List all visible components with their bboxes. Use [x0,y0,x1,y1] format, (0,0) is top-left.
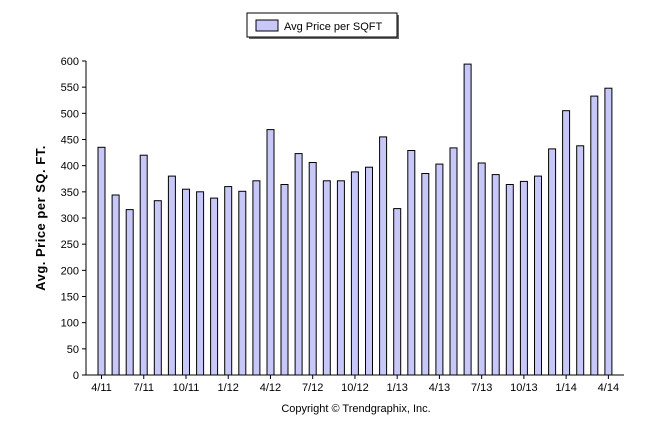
x-tick-label: 1/13 [386,382,407,394]
bar-9 [224,186,233,376]
bars [97,63,613,376]
bar-23 [421,173,430,376]
x-tick-label: 7/13 [471,382,492,394]
x-tick-label: 4/14 [598,382,619,394]
y-tick-label: 400 [61,161,79,173]
bar-4 [153,200,162,376]
bar-0 [97,146,106,376]
y-tick-label: 600 [61,56,79,68]
bar-34 [576,145,585,376]
bar-7 [196,191,205,376]
y-tick-label: 200 [61,265,79,277]
y-ticks: 0 50 100 150 200 250 300 350 400 450 500 550 600 [61,56,86,382]
y-axis-title: Avg. Price per SQ. FT. [33,145,48,291]
bar-8 [210,197,219,376]
x-tick-label: 4/13 [429,382,450,394]
bar-27 [477,162,486,376]
y-tick-label: 550 [61,82,79,94]
bar-24 [435,163,444,376]
bar-1 [111,194,120,376]
bar-35 [590,95,599,376]
bar-2 [125,209,134,376]
bar-3 [139,154,148,376]
legend: Avg Price per SQFT [246,12,399,39]
bar-32 [548,148,557,376]
bar-10 [238,190,247,376]
x-tick-label: 10/11 [173,382,200,394]
x-tick-label: 7/12 [302,382,323,394]
x-tick-label: 4/11 [91,382,112,394]
legend-swatch [255,19,279,32]
y-tick-label: 450 [61,135,79,147]
bar-16 [322,180,331,376]
bar-28 [491,174,500,376]
bar-5 [167,175,176,376]
bar-14 [294,153,303,376]
bar-18 [350,171,359,376]
y-tick-label: 350 [61,187,79,199]
y-tick-label: 250 [61,239,79,251]
x-tick-label: 4/12 [260,382,281,394]
bar-21 [393,208,402,376]
bar-12 [266,129,275,376]
y-tick-label: 50 [67,344,79,356]
legend-label: Avg Price per SQFT [284,21,382,33]
y-tick-label: 500 [61,108,79,120]
bar-33 [562,110,571,376]
bar-29 [505,184,514,376]
bar-20 [379,136,388,376]
bar-17 [336,180,345,376]
y-tick-label: 100 [61,318,79,330]
bar-13 [280,184,289,376]
x-tick-label: 1/14 [555,382,576,394]
x-ticks: 4/11 7/11 10/11 1/12 4/12 7/12 10/12 1/13 4/13 7/… [91,375,619,394]
y-tick-label: 300 [61,213,79,225]
bar-11 [252,180,261,376]
copyright-text: Copyright © Trendgraphix, Inc. [281,403,430,415]
bar-26 [463,63,472,376]
bar-36 [604,87,613,376]
bar-19 [365,166,373,376]
bar-30 [519,180,528,376]
y-tick-label: 0 [73,370,79,382]
x-tick-label: 10/12 [341,382,369,394]
y-tick-label: 150 [61,292,79,304]
x-tick-label: 1/12 [218,382,239,394]
bar-22 [407,150,416,376]
bar-6 [182,188,190,376]
bar-25 [449,147,458,376]
bar-15 [308,162,317,376]
x-tick-label: 7/11 [133,382,154,394]
x-tick-label: 10/13 [510,382,538,394]
bar-31 [534,175,542,376]
